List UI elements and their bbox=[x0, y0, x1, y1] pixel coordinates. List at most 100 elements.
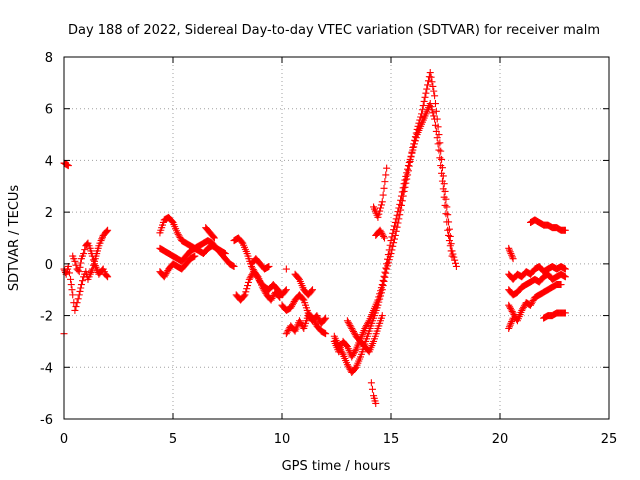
data-point bbox=[379, 231, 387, 239]
data-point bbox=[343, 317, 351, 325]
data-point bbox=[399, 184, 407, 192]
data-point bbox=[243, 285, 251, 293]
data-point bbox=[346, 321, 354, 329]
data-point bbox=[438, 169, 446, 177]
data-point bbox=[378, 198, 386, 206]
data-point bbox=[445, 231, 453, 239]
data-point bbox=[507, 250, 515, 258]
data-point bbox=[308, 287, 316, 295]
data-point bbox=[505, 244, 513, 252]
data-point bbox=[443, 203, 451, 211]
data-point bbox=[168, 217, 176, 225]
data-point bbox=[102, 228, 110, 236]
data-point bbox=[397, 192, 405, 200]
data-point bbox=[528, 298, 536, 306]
data-point bbox=[89, 256, 97, 264]
data-point bbox=[247, 272, 255, 280]
data-point bbox=[288, 302, 296, 310]
data-point bbox=[86, 270, 94, 278]
data-point bbox=[433, 134, 441, 142]
data-point bbox=[69, 291, 77, 299]
data-point bbox=[92, 263, 100, 271]
data-point bbox=[505, 246, 513, 254]
data-point bbox=[382, 264, 390, 272]
data-point bbox=[315, 315, 323, 323]
data-point bbox=[519, 305, 527, 313]
data-point bbox=[376, 290, 384, 298]
data-point bbox=[377, 284, 385, 292]
data-point bbox=[77, 281, 85, 289]
data-point bbox=[378, 281, 386, 289]
data-point bbox=[393, 211, 401, 219]
data-point bbox=[68, 286, 76, 294]
data-point bbox=[97, 237, 105, 245]
data-point bbox=[430, 112, 438, 120]
data-point bbox=[93, 265, 101, 273]
data-point bbox=[350, 350, 358, 358]
data-point bbox=[253, 272, 261, 280]
data-point bbox=[375, 210, 383, 218]
data-point bbox=[162, 270, 170, 278]
data-point bbox=[431, 115, 439, 123]
data-point bbox=[411, 137, 419, 145]
data-point bbox=[383, 260, 391, 268]
data-point bbox=[377, 287, 385, 295]
y-axis-label: SDTVAR / TECUs bbox=[7, 185, 22, 292]
data-point bbox=[383, 164, 391, 172]
data-point bbox=[424, 77, 432, 85]
data-point bbox=[364, 318, 372, 326]
data-point bbox=[561, 309, 569, 317]
data-point bbox=[508, 253, 516, 261]
x-axis-label: GPS time / hours bbox=[282, 459, 391, 474]
data-point bbox=[421, 93, 429, 101]
data-point bbox=[345, 364, 353, 372]
data-point bbox=[397, 196, 405, 204]
plot-area-frame bbox=[63, 56, 610, 420]
data-point bbox=[561, 273, 569, 281]
data-point bbox=[376, 207, 384, 215]
data-point bbox=[375, 293, 383, 301]
data-point bbox=[351, 364, 359, 372]
x-tick-label: 5 bbox=[169, 432, 177, 447]
data-point bbox=[288, 301, 296, 309]
data-point bbox=[91, 262, 99, 270]
data-point bbox=[505, 325, 513, 332]
data-point bbox=[258, 283, 266, 291]
data-point bbox=[265, 262, 273, 270]
data-point bbox=[440, 193, 448, 201]
data-point bbox=[439, 185, 447, 193]
data-point bbox=[381, 268, 389, 276]
data-point bbox=[382, 171, 390, 179]
data-point bbox=[436, 139, 444, 147]
data-point bbox=[241, 291, 249, 299]
data-point bbox=[395, 204, 403, 212]
data-point bbox=[72, 303, 80, 311]
data-point bbox=[432, 107, 440, 115]
data-point bbox=[509, 314, 517, 322]
y-tick-label: -2 bbox=[40, 310, 53, 325]
data-point bbox=[385, 246, 393, 254]
data-point bbox=[295, 274, 303, 282]
data-point bbox=[244, 278, 252, 286]
data-point bbox=[87, 268, 95, 276]
data-point bbox=[160, 273, 168, 281]
data-point bbox=[362, 323, 370, 331]
data-point bbox=[361, 325, 369, 332]
data-point bbox=[64, 162, 72, 170]
data-point bbox=[527, 301, 535, 309]
data-point bbox=[406, 155, 414, 163]
data-point bbox=[296, 318, 304, 326]
x-tick-label: 0 bbox=[60, 432, 68, 447]
data-point bbox=[275, 292, 283, 300]
data-point bbox=[509, 255, 517, 263]
data-point bbox=[451, 256, 459, 264]
y-tick-label: 0 bbox=[45, 258, 53, 273]
data-point bbox=[268, 295, 276, 303]
data-point bbox=[71, 257, 79, 265]
data-point bbox=[396, 200, 404, 208]
data-point bbox=[367, 379, 375, 387]
data-point bbox=[508, 251, 516, 259]
data-point bbox=[377, 201, 385, 209]
data-point bbox=[260, 286, 268, 294]
y-tick-label: 8 bbox=[45, 51, 53, 66]
